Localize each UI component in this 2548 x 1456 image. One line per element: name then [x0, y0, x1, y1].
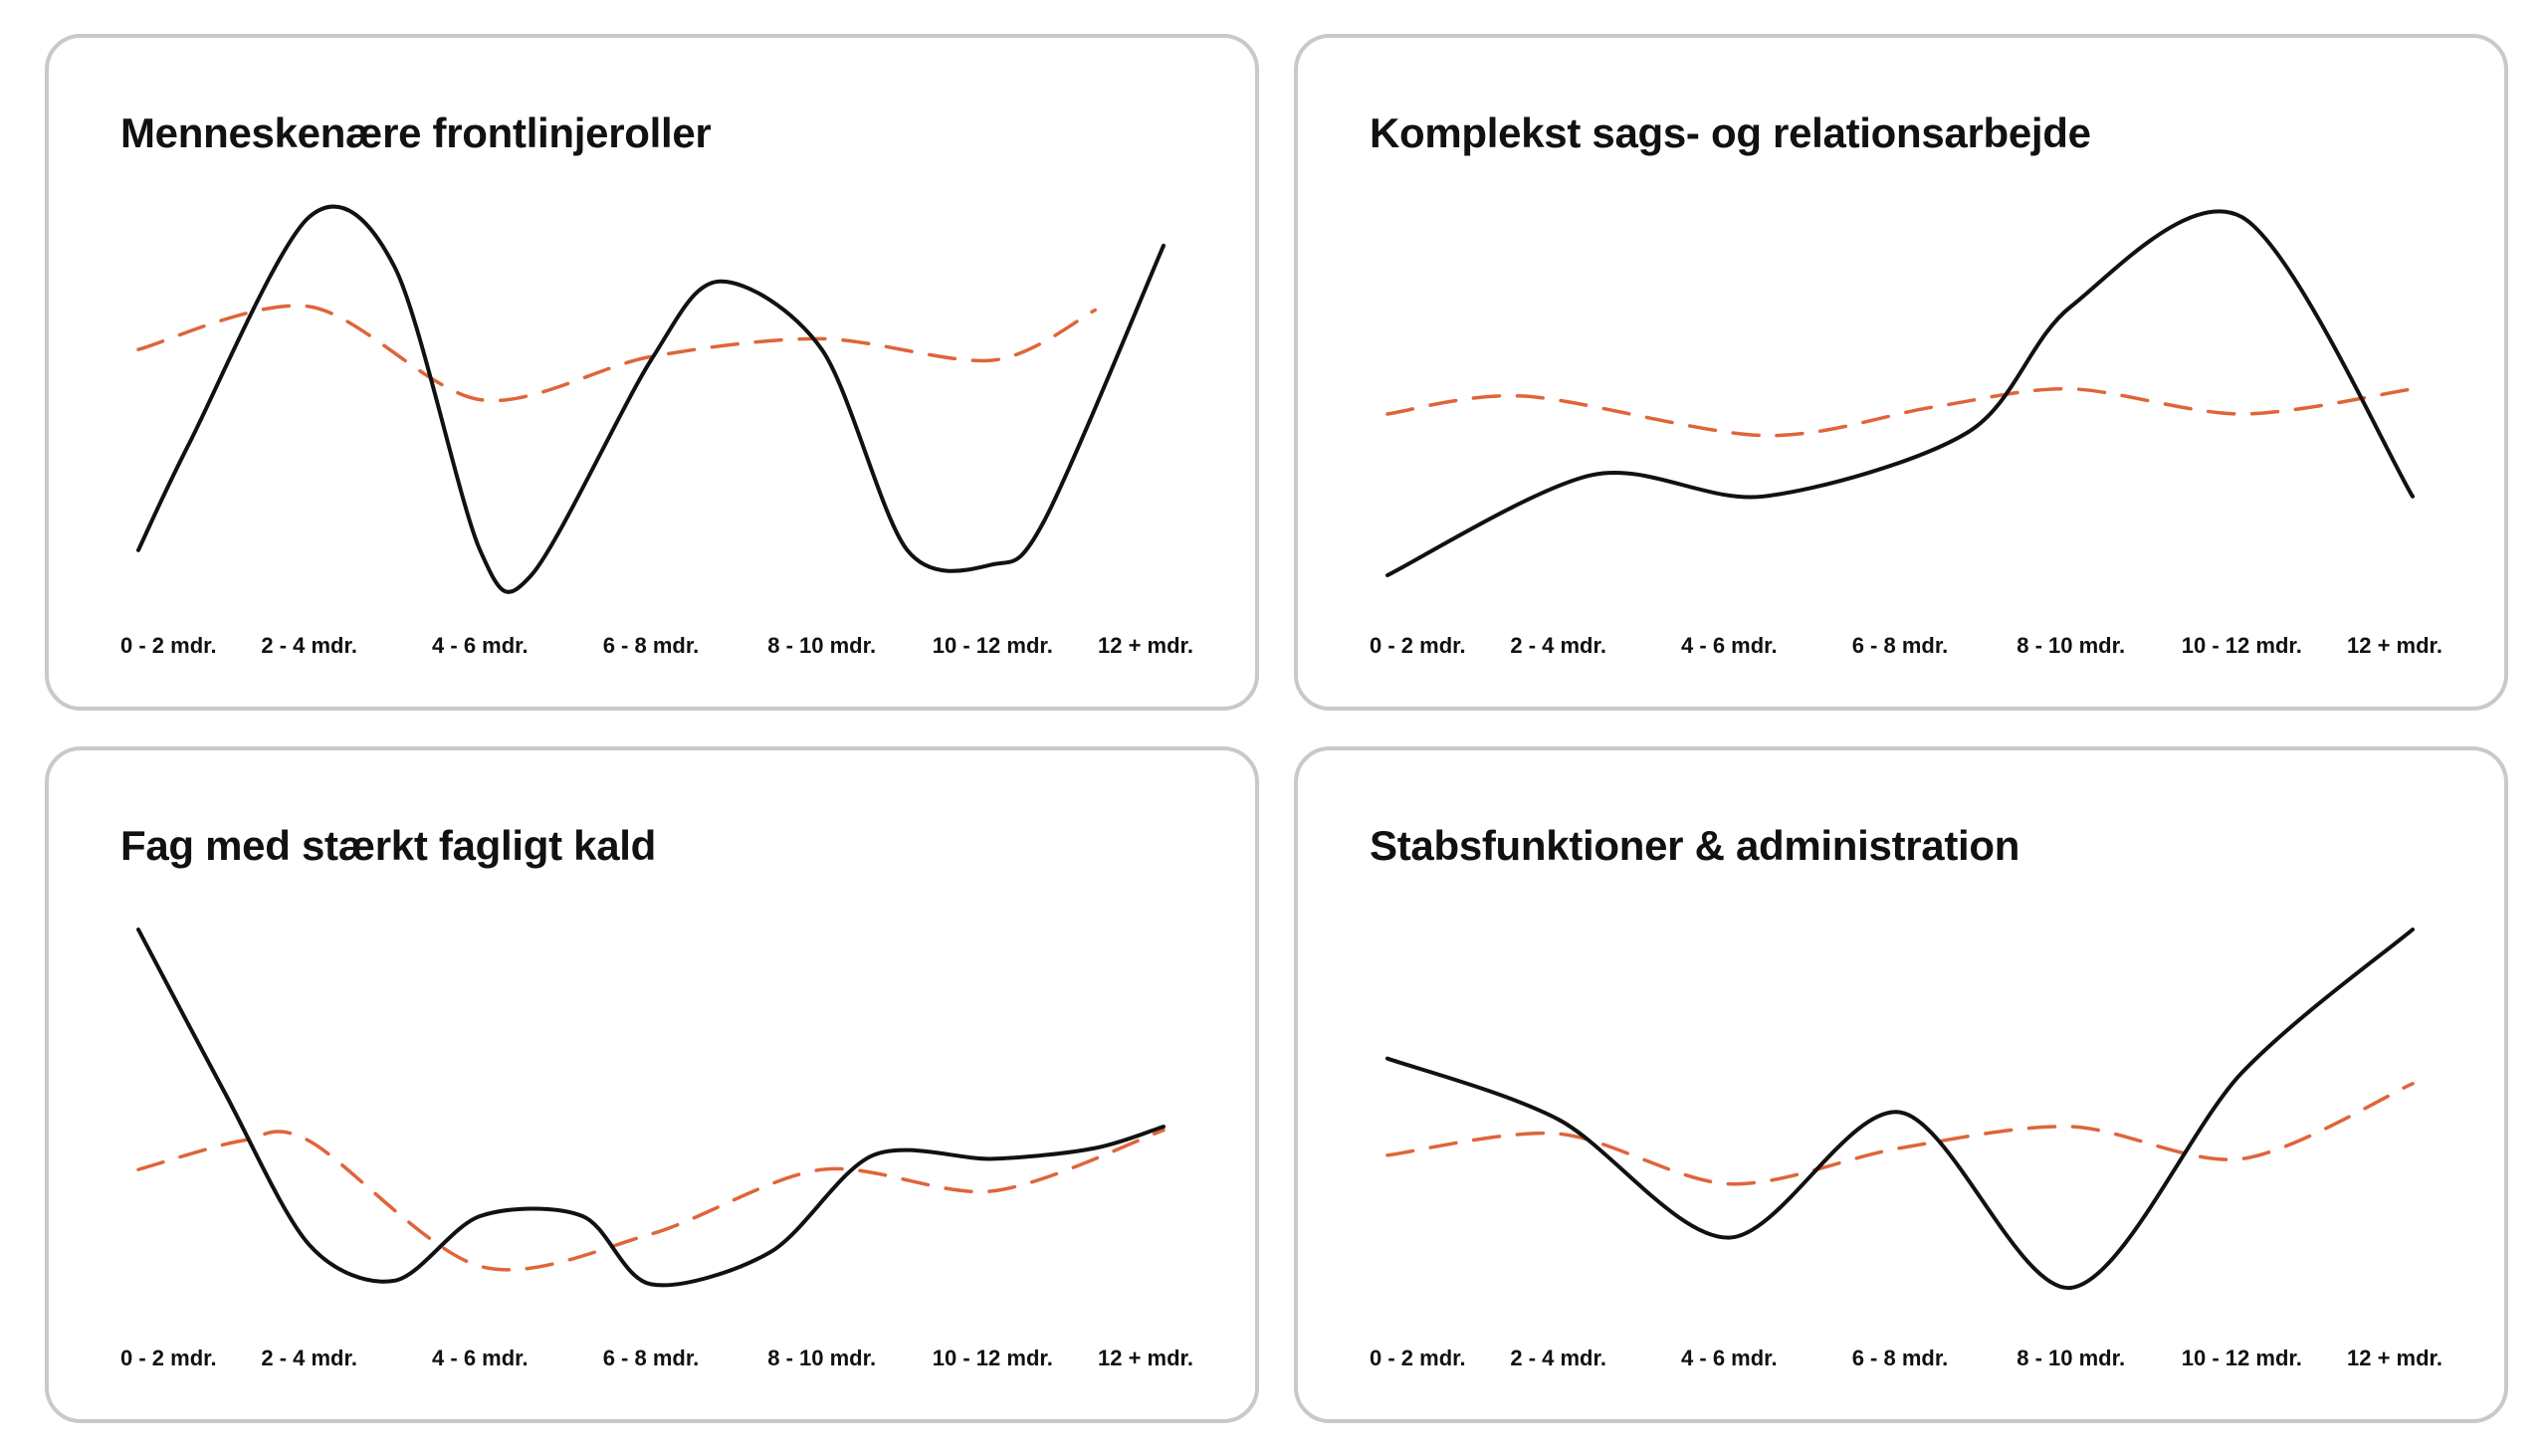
x-tick-label: 6 - 8 mdr. — [1852, 1346, 1949, 1370]
x-tick-label: 4 - 6 mdr. — [1681, 1346, 1778, 1370]
chart-card-3: Stabsfunktioner & administration 0 - 2 m… — [1294, 746, 2508, 1423]
chart-card-1: Komplekst sags- og relationsarbejde 0 - … — [1294, 34, 2508, 711]
x-tick-label: 12 + mdr. — [1098, 1346, 1193, 1370]
x-tick-label: 12 + mdr. — [2347, 1346, 2442, 1370]
dashed-series-line — [1385, 1082, 2415, 1186]
chart-title: Menneskenære frontlinjeroller — [120, 109, 712, 156]
x-tick-label: 0 - 2 mdr. — [1370, 1346, 1466, 1370]
x-tick-label: 0 - 2 mdr. — [1370, 633, 1466, 658]
solid-series-line — [1385, 928, 2415, 1291]
x-tick-label: 8 - 10 mdr. — [767, 1346, 876, 1370]
line-chart-3: 0 - 2 mdr. 2 - 4 mdr. 4 - 6 mdr. 6 - 8 mdr.… — [1370, 928, 2442, 1370]
x-tick-label: 10 - 12 mdr. — [2182, 633, 2302, 658]
chart-title: Stabsfunktioner & administration — [1370, 822, 2020, 869]
x-tick-label: 12 + mdr. — [1098, 633, 1193, 658]
solid-series-line — [136, 928, 1166, 1288]
x-tick-label: 2 - 4 mdr. — [1510, 1346, 1606, 1370]
line-chart-0: 0 - 2 mdr. 2 - 4 mdr. 4 - 6 mdr. 6 - 8 mdr.… — [120, 204, 1193, 658]
x-tick-label: 6 - 8 mdr. — [603, 633, 700, 658]
solid-series-line — [1385, 209, 2415, 577]
x-tick-label: 6 - 8 mdr. — [603, 1346, 700, 1370]
x-tick-label: 10 - 12 mdr. — [2182, 1346, 2302, 1370]
x-tick-label: 10 - 12 mdr. — [933, 1346, 1053, 1370]
chart-title: Komplekst sags- og relationsarbejde — [1370, 109, 2091, 156]
chart-card-0: Menneskenære frontlinjeroller 0 - 2 mdr.… — [45, 34, 1259, 711]
x-tick-label: 4 - 6 mdr. — [432, 633, 529, 658]
x-tick-label: 0 - 2 mdr. — [120, 1346, 217, 1370]
dashed-series-line — [136, 304, 1098, 403]
dashed-series-line — [136, 1128, 1166, 1272]
chart-card-2: Fag med stærkt fagligt kald 0 - 2 mdr. 2 … — [45, 746, 1259, 1423]
x-tick-label: 4 - 6 mdr. — [432, 1346, 529, 1370]
x-tick-label: 2 - 4 mdr. — [261, 633, 357, 658]
x-tick-label: 2 - 4 mdr. — [261, 1346, 357, 1370]
line-chart-1: 0 - 2 mdr. 2 - 4 mdr. 4 - 6 mdr. 6 - 8 mdr.… — [1370, 209, 2442, 658]
x-tick-label: 10 - 12 mdr. — [933, 633, 1053, 658]
x-tick-label: 8 - 10 mdr. — [2017, 633, 2125, 658]
chart-title: Fag med stærkt fagligt kald — [120, 822, 657, 869]
x-tick-label: 8 - 10 mdr. — [2017, 1346, 2125, 1370]
x-tick-label: 12 + mdr. — [2347, 633, 2442, 658]
x-tick-label: 8 - 10 mdr. — [767, 633, 876, 658]
dashed-series-line — [1385, 387, 2415, 438]
solid-series-line — [136, 204, 1166, 594]
x-tick-label: 0 - 2 mdr. — [120, 633, 217, 658]
x-tick-label: 2 - 4 mdr. — [1510, 633, 1606, 658]
x-tick-label: 6 - 8 mdr. — [1852, 633, 1949, 658]
x-tick-label: 4 - 6 mdr. — [1681, 633, 1778, 658]
line-chart-2: 0 - 2 mdr. 2 - 4 mdr. 4 - 6 mdr. 6 - 8 mdr.… — [120, 928, 1193, 1370]
